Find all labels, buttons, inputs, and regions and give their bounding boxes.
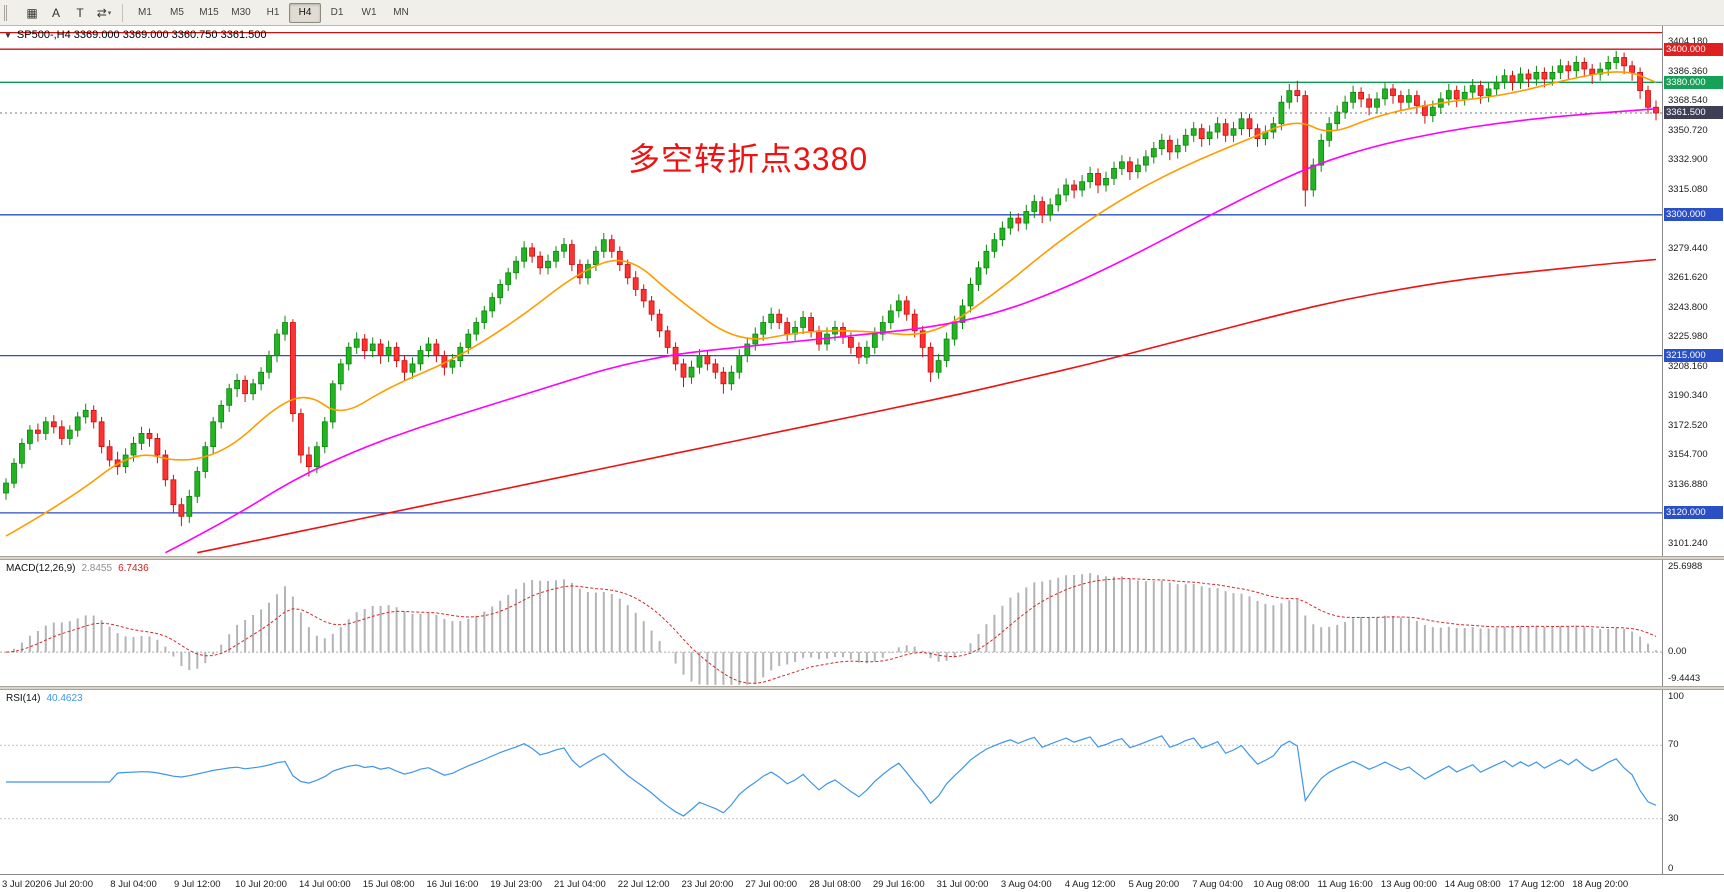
price-level-badge: 3215.000 bbox=[1664, 349, 1723, 363]
time-axis-label: 22 Jul 12:00 bbox=[617, 879, 670, 890]
timeframe-m1-button[interactable]: M1 bbox=[138, 6, 152, 18]
axis-label: 3136.880 bbox=[1668, 478, 1708, 490]
timeframe-buttons: M1 M5 M15 M30 H1 H4 D1 W1 MN bbox=[129, 2, 417, 23]
timeframe-m30-button[interactable]: M30 bbox=[231, 6, 251, 18]
macd-signal-value: 6.7436 bbox=[118, 563, 149, 574]
axis-label: 3368.540 bbox=[1668, 95, 1708, 107]
axis-label: 3172.520 bbox=[1668, 419, 1708, 431]
time-scale[interactable]: 3 Jul 2020 6 Jul 20:00 8 Jul 04:00 9 Jul 12… bbox=[0, 874, 1724, 892]
axis-label: 0.00 bbox=[1668, 646, 1687, 658]
macd-main-value: 2.8455 bbox=[81, 563, 113, 574]
axis-label: 3154.700 bbox=[1668, 449, 1708, 461]
rsi-value: 40.4623 bbox=[46, 693, 83, 704]
axis-label: 25.6988 bbox=[1668, 561, 1703, 572]
macd-name: MACD(12,26,9) bbox=[6, 563, 76, 574]
axis-label: 3350.720 bbox=[1668, 124, 1708, 136]
axis-label: 3386.360 bbox=[1668, 65, 1708, 77]
timeframe-m5-button[interactable]: M5 bbox=[170, 6, 184, 18]
time-axis-label: 17 Aug 12:00 bbox=[1508, 879, 1565, 890]
price-level-badge: 3120.000 bbox=[1664, 506, 1723, 520]
pane-splitter[interactable] bbox=[0, 686, 1724, 690]
time-axis-label: 13 Aug 00:00 bbox=[1380, 879, 1437, 890]
time-axis-label: 28 Jul 08:00 bbox=[809, 879, 861, 890]
rsi-pane[interactable] bbox=[0, 690, 1662, 874]
axis-label: 3261.620 bbox=[1668, 272, 1708, 284]
ma-mid-line bbox=[165, 108, 1657, 554]
time-axis-label: 18 Aug 20:00 bbox=[1572, 879, 1629, 890]
time-axis-label: 14 Aug 08:00 bbox=[1444, 879, 1501, 890]
time-axis-label: 19 Jul 23:00 bbox=[490, 879, 543, 890]
time-axis-label: 27 Jul 00:00 bbox=[745, 879, 798, 890]
time-axis-label: 29 Jul 16:00 bbox=[872, 879, 925, 890]
chart-window: ▼ SP500-,H4 3369.000 3369.000 3360.750 3… bbox=[0, 26, 1724, 892]
axis-label: 3404.180 bbox=[1668, 37, 1708, 47]
timeframe-w1-button[interactable]: W1 bbox=[361, 6, 377, 18]
collapse-ohlc-icon[interactable]: ▼ bbox=[4, 30, 12, 40]
time-axis-label: 4 Aug 12:00 bbox=[1064, 879, 1116, 890]
axis-label: -9.4443 bbox=[1668, 673, 1701, 684]
time-axis-label: 6 Jul 20:00 bbox=[46, 879, 93, 890]
time-axis-label: 21 Jul 04:00 bbox=[554, 879, 606, 890]
axis-label: 100 bbox=[1668, 691, 1684, 702]
time-axis-label: 9 Jul 12:00 bbox=[174, 879, 221, 890]
axis-label: 3279.440 bbox=[1668, 242, 1708, 254]
axis-label: 70 bbox=[1668, 739, 1679, 751]
ma-fast-line bbox=[5, 71, 1657, 537]
toolbar-separator bbox=[122, 3, 123, 22]
toolbar-grip[interactable] bbox=[4, 4, 15, 21]
axis-label: 3225.980 bbox=[1668, 331, 1708, 343]
price-level-badge: 3400.000 bbox=[1664, 42, 1723, 56]
axis-label: 3315.080 bbox=[1668, 183, 1708, 195]
axis-label: 3332.900 bbox=[1668, 154, 1708, 166]
time-axis-label: 3 Aug 04:00 bbox=[1000, 879, 1052, 890]
axis-label: 3190.340 bbox=[1668, 390, 1708, 402]
time-axis-label: 10 Jul 20:00 bbox=[235, 879, 287, 890]
timeframe-mn-button[interactable]: MN bbox=[393, 6, 409, 18]
rsi-name: RSI(14) bbox=[6, 693, 41, 704]
symbol-ohlc-text: SP500-,H4 3369.000 3369.000 3360.750 336… bbox=[16, 29, 267, 41]
macd-indicator-label: MACD(12,26,9) 2.8455 6.7436 bbox=[6, 563, 149, 574]
price-level-badge: 3300.000 bbox=[1664, 208, 1723, 222]
time-axis-label: 3 Jul 2020 bbox=[2, 879, 46, 890]
axis-label: 0 bbox=[1668, 863, 1674, 874]
dropdown-caret-icon: ▾ bbox=[107, 9, 112, 17]
timeframe-h1-button[interactable]: H1 bbox=[266, 6, 280, 18]
axis-label: 3243.800 bbox=[1668, 301, 1708, 313]
time-axis-label: 5 Aug 20:00 bbox=[1128, 879, 1180, 890]
time-axis-label: 7 Aug 04:00 bbox=[1192, 879, 1243, 890]
chart-header: ▼ SP500-,H4 3369.000 3369.000 3360.750 3… bbox=[4, 29, 266, 41]
axis-label: 3208.160 bbox=[1668, 360, 1708, 372]
current-price-badge: 3361.500 bbox=[1664, 106, 1723, 120]
time-axis-label: 23 Jul 20:00 bbox=[681, 879, 734, 890]
time-axis-label: 11 Aug 16:00 bbox=[1317, 879, 1373, 890]
text-tool-button[interactable]: T bbox=[76, 5, 84, 20]
axis-label: 30 bbox=[1668, 812, 1679, 824]
cursor-tool-button[interactable]: A bbox=[51, 5, 60, 20]
axis-label: 3101.240 bbox=[1668, 538, 1708, 549]
chart-shift-button[interactable]: ⇄ ▾ bbox=[96, 5, 112, 20]
pane-splitter[interactable] bbox=[0, 556, 1724, 560]
price-level-badge: 3380.000 bbox=[1664, 75, 1723, 89]
timeframe-h4-button[interactable]: H4 bbox=[289, 2, 321, 23]
time-axis-label: 10 Aug 08:00 bbox=[1253, 879, 1310, 890]
price-scale[interactable]: 3404.180 3386.360 3368.540 3350.720 3332.900… bbox=[1662, 26, 1724, 874]
rsi-indicator-label: RSI(14) 40.4623 bbox=[6, 693, 83, 704]
macd-pane[interactable] bbox=[0, 560, 1662, 686]
timeframe-m15-button[interactable]: M15 bbox=[199, 6, 219, 18]
time-axis-label: 16 Jul 16:00 bbox=[426, 879, 479, 890]
toolbar-left-buttons: ▦ A T ⇄ ▾ bbox=[20, 2, 116, 24]
chart-annotation[interactable]: 多空转折点3380 bbox=[628, 141, 869, 177]
time-axis-label: 14 Jul 00:00 bbox=[298, 879, 351, 890]
chart-templates-button[interactable]: ▦ bbox=[26, 5, 38, 20]
time-axis-label: 15 Jul 08:00 bbox=[362, 879, 415, 890]
time-axis-label: 8 Jul 04:00 bbox=[110, 879, 157, 890]
price-chart-pane[interactable] bbox=[0, 26, 1662, 556]
toolbar: ▦ A T ⇄ ▾ M1 M5 M15 M30 H1 H4 D1 W1 MN bbox=[0, 0, 1724, 26]
timeframe-d1-button[interactable]: D1 bbox=[330, 6, 344, 18]
ma-slow-line bbox=[197, 258, 1657, 554]
time-axis-label: 31 Jul 00:00 bbox=[936, 879, 989, 890]
